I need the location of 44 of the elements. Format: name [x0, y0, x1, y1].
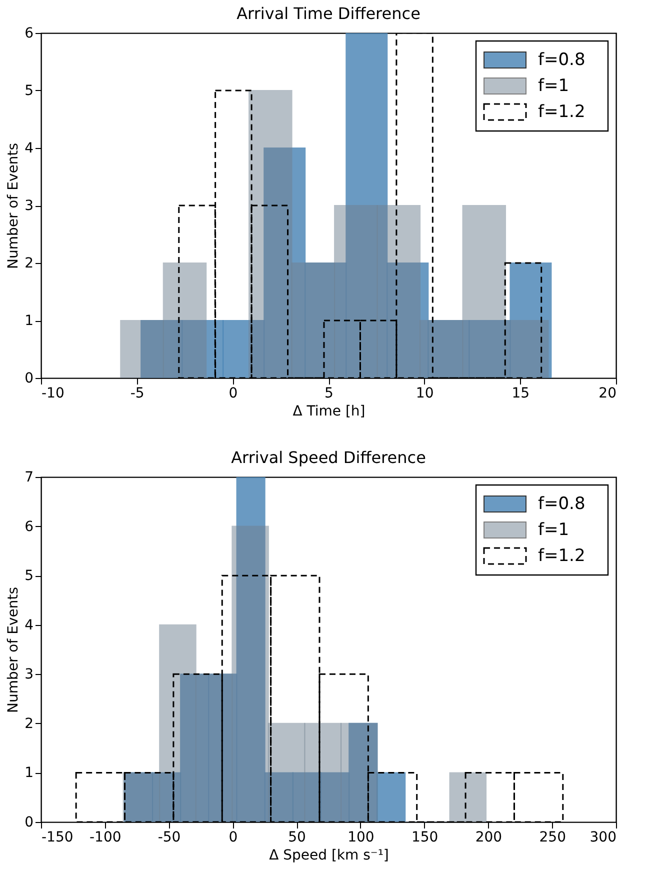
- y-tick-label: 5: [24, 568, 34, 584]
- x-tick-label: 15: [512, 386, 530, 402]
- y-tick-label: 2: [24, 256, 34, 272]
- legend-label: f=0.8: [538, 50, 586, 70]
- x-tick-label: 250: [539, 830, 566, 846]
- legend-label: f=1: [538, 76, 570, 96]
- y-axis-title: Number of Events: [6, 586, 22, 714]
- x-tick-label: 10: [416, 386, 434, 402]
- x-tick-label: 200: [475, 830, 502, 846]
- x-tick-label: 300: [590, 830, 616, 846]
- x-tick-label: 20: [598, 386, 616, 402]
- x-axis-title: Δ Speed [km s⁻¹]: [269, 848, 389, 864]
- x-tick-label: 150: [411, 830, 438, 846]
- y-tick-label: 7: [24, 470, 34, 486]
- x-tick-label: 5: [324, 386, 334, 402]
- y-tick-label: 1: [24, 313, 34, 329]
- x-tick-label: 100: [348, 830, 374, 846]
- x-tick-label: -100: [90, 830, 122, 846]
- y-axis-title: Number of Events: [6, 142, 22, 270]
- x-tick-label: -150: [42, 830, 74, 846]
- legend-label: f=1.2: [538, 102, 586, 122]
- chart-title: Arrival Speed Difference: [231, 448, 426, 467]
- x-tick-label: -10: [42, 386, 64, 402]
- y-tick-label: 0: [24, 370, 34, 386]
- x-tick-label: 0: [228, 830, 238, 846]
- chart-title: Arrival Time Difference: [236, 4, 420, 23]
- y-tick-label: 1: [24, 765, 34, 782]
- y-tick-label: 6: [24, 26, 34, 42]
- legend-label: f=0.8: [538, 494, 586, 514]
- legend-label: f=1.2: [538, 546, 586, 566]
- x-tick-label: -50: [158, 830, 181, 846]
- y-tick-label: 2: [24, 716, 34, 732]
- y-tick-label: 0: [24, 814, 34, 830]
- x-tick-label: -5: [130, 386, 144, 402]
- x-axis-title: Δ Time [h]: [292, 404, 366, 420]
- y-tick-label: 6: [24, 518, 34, 535]
- y-tick-label: 4: [24, 617, 34, 634]
- x-tick-label: 50: [288, 830, 306, 846]
- y-tick-label: 3: [24, 666, 34, 683]
- y-tick-label: 4: [24, 140, 34, 156]
- y-tick-label: 3: [24, 198, 34, 214]
- y-tick-label: 5: [24, 83, 34, 99]
- x-tick-label: 0: [228, 386, 238, 402]
- legend-label: f=1: [538, 520, 570, 540]
